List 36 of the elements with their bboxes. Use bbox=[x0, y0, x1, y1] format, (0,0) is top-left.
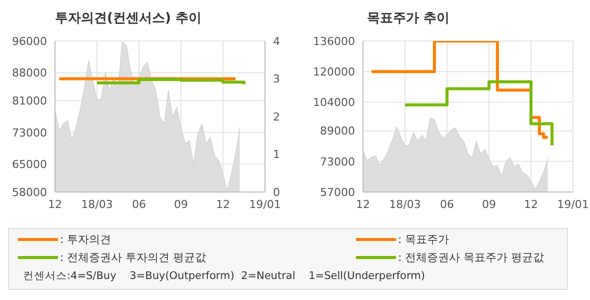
y-tick-label: 73000 bbox=[320, 155, 355, 168]
x-tick-label: 12 bbox=[524, 198, 538, 211]
y-tick-label: 136000 bbox=[313, 34, 355, 48]
y2-tick-label: 0 bbox=[273, 186, 280, 199]
y-tick-label: 88000 bbox=[12, 66, 47, 80]
text: 컨센서스:4=S/Buy 3=Buy(Outperform) 2=Neutral 1=Sell(Underperform) bbox=[23, 269, 425, 283]
y-tick-label: 65000 bbox=[12, 158, 47, 172]
y-tick-label: 57000 bbox=[320, 186, 355, 199]
chart-title: 투자의견(컨센서스) 추이 bbox=[55, 10, 202, 27]
y2-tick-label: 2 bbox=[273, 110, 280, 124]
legend-label: : 목표주가 bbox=[398, 232, 450, 247]
x-tick-label: 18/03 bbox=[81, 198, 113, 211]
x-tick-label: 09 bbox=[174, 198, 188, 211]
x-tick-label: 06 bbox=[440, 198, 454, 211]
y-tick-label: 104000 bbox=[313, 96, 355, 110]
x-tick-label: 19/01 bbox=[249, 198, 281, 211]
chart-title: 목표주가 추이 bbox=[367, 10, 450, 27]
y2-tick-label: 4 bbox=[273, 34, 280, 48]
x-tick-label: 18/03 bbox=[389, 198, 421, 211]
x-tick-label: 12 bbox=[48, 198, 62, 211]
x-tick-label: 09 bbox=[482, 198, 496, 211]
y2-tick-label: 3 bbox=[273, 72, 280, 86]
legend-label: : 투자의견 bbox=[60, 232, 112, 247]
y-tick-label: 81000 bbox=[12, 94, 47, 108]
y-tick-label: 96000 bbox=[12, 34, 47, 48]
y2-tick-label: 1 bbox=[273, 148, 280, 162]
x-tick-label: 19/01 bbox=[557, 198, 589, 211]
legend-label: : 전체증권사 목표주가 평균값 bbox=[398, 250, 544, 265]
x-tick-label: 06 bbox=[132, 198, 146, 211]
x-tick-label: 12 bbox=[356, 198, 370, 211]
y-tick-label: 120000 bbox=[313, 65, 355, 78]
y-tick-label: 58000 bbox=[12, 186, 47, 199]
legend-label: : 전체증권사 투자의견 평균값 bbox=[60, 250, 206, 265]
y-tick-label: 73000 bbox=[12, 126, 47, 140]
x-tick-label: 12 bbox=[216, 198, 230, 211]
y-tick-label: 89000 bbox=[320, 124, 355, 138]
